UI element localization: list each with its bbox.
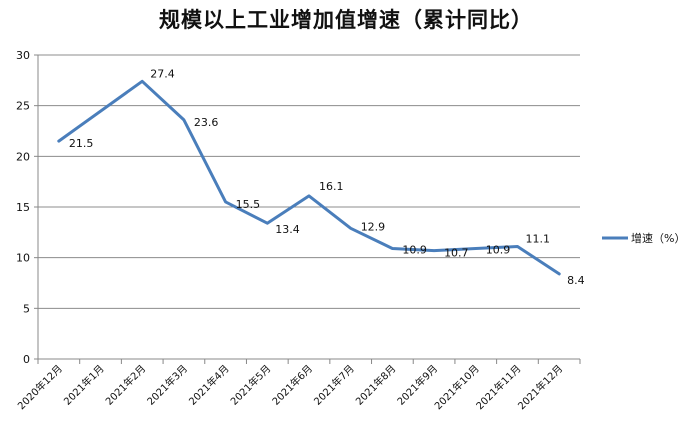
y-tick-label: 0 <box>23 353 30 366</box>
data-label: 11.1 <box>525 233 550 246</box>
x-tick-label: 2020年12月 <box>15 362 65 412</box>
y-tick-label: 20 <box>16 150 30 163</box>
axes <box>37 55 580 360</box>
y-tick-label: 10 <box>16 252 30 265</box>
data-label: 13.4 <box>275 223 300 236</box>
data-label: 15.5 <box>236 198 261 211</box>
gridlines <box>34 54 581 364</box>
y-tick-labels: 0 5 10 15 20 25 30 <box>16 49 30 366</box>
data-label: 10.9 <box>402 244 427 257</box>
legend[interactable]: 增速（%） <box>602 231 685 245</box>
data-label: 16.1 <box>319 180 344 193</box>
x-tick-labels: 2020年12月2021年1月2021年2月2021年3月2021年4月2021… <box>15 362 566 412</box>
x-tick-label: 2021年1月 <box>61 362 107 408</box>
data-label: 21.5 <box>69 137 94 150</box>
x-tick-label: 2021年7月 <box>311 362 357 408</box>
y-tick-label: 30 <box>16 49 30 62</box>
x-tick-label: 2021年6月 <box>269 362 315 408</box>
chart-title: 规模以上工业增加值增速（累计同比） <box>159 8 533 32</box>
legend-entry-label: 增速（%） <box>631 231 685 245</box>
x-tick-label: 2021年2月 <box>103 362 149 408</box>
data-label: 23.6 <box>194 116 219 129</box>
y-tick-label: 25 <box>16 100 30 113</box>
x-tick-label: 2021年8月 <box>353 362 399 408</box>
x-tick-label: 2021年9月 <box>394 362 440 408</box>
x-tick-label: 2021年12月 <box>515 362 565 412</box>
y-tick-label: 15 <box>16 201 30 214</box>
data-label: 10.9 <box>486 244 511 257</box>
series-line <box>57 79 561 276</box>
x-tick-label: 2021年4月 <box>186 362 232 408</box>
data-label: 8.4 <box>567 274 585 287</box>
data-label: 10.7 <box>444 247 469 260</box>
data-label: 27.4 <box>150 67 175 80</box>
x-tick-label: 2021年5月 <box>228 362 274 408</box>
y-tick-label: 5 <box>23 302 30 315</box>
data-labels: 21.5 27.4 23.6 15.5 13.4 16.1 12.9 10.9 10.7 10.9… <box>69 67 585 287</box>
data-label: 12.9 <box>361 220 386 233</box>
x-tick-label: 2021年3月 <box>144 362 190 408</box>
series-line-group <box>57 79 561 276</box>
